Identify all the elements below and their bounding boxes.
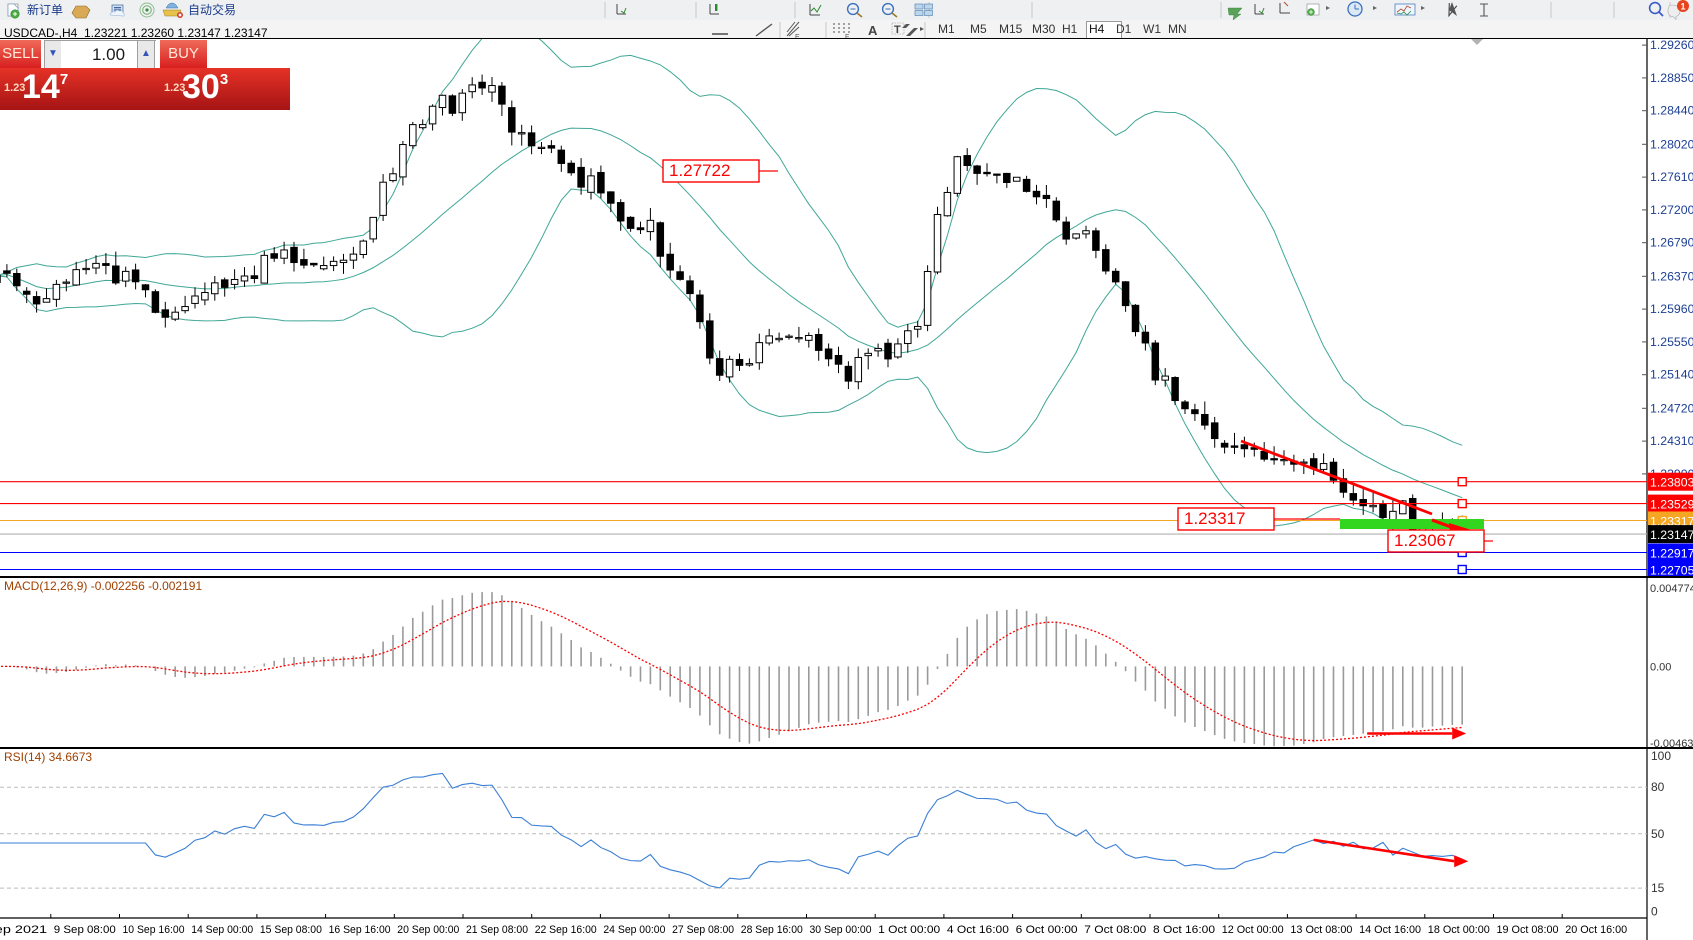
svg-text:22 Sep 16:00: 22 Sep 16:00 — [535, 924, 597, 936]
svg-text:1.27722: 1.27722 — [669, 161, 730, 180]
svg-text:8 Oct 16:00: 8 Oct 16:00 — [1153, 924, 1215, 936]
svg-text:1.23067: 1.23067 — [1394, 531, 1455, 550]
svg-text:18 Oct 00:00: 18 Oct 00:00 — [1428, 924, 1490, 936]
svg-text:1.28020: 1.28020 — [1650, 137, 1693, 151]
svg-text:1 Oct 00:00: 1 Oct 00:00 — [878, 924, 940, 936]
svg-text:RSI(14) 34.6673: RSI(14) 34.6673 — [4, 750, 92, 764]
svg-text:14 Sep 00:00: 14 Sep 00:00 — [191, 924, 253, 936]
svg-text:6 Oct 00:00: 6 Oct 00:00 — [1016, 924, 1078, 936]
svg-text:1.27610: 1.27610 — [1650, 170, 1693, 184]
svg-text:1.25960: 1.25960 — [1650, 302, 1693, 316]
svg-text:1.23317: 1.23317 — [1184, 509, 1245, 528]
svg-text:自动交易: 自动交易 — [188, 2, 236, 17]
svg-text:-0.004637: -0.004637 — [1650, 738, 1693, 747]
svg-text:1: 1 — [1681, 2, 1686, 12]
svg-text:27 Sep 08:00: 27 Sep 08:00 — [672, 924, 734, 936]
svg-text:1.26370: 1.26370 — [1650, 269, 1693, 283]
svg-text:1.23529: 1.23529 — [1650, 498, 1693, 512]
svg-text:Sep 2021: Sep 2021 — [0, 924, 47, 936]
svg-text:13 Oct 08:00: 13 Oct 08:00 — [1290, 924, 1352, 936]
svg-text:1.23803: 1.23803 — [1650, 476, 1693, 490]
svg-text:50: 50 — [1651, 827, 1665, 841]
svg-text:1.24720: 1.24720 — [1650, 401, 1693, 415]
svg-text:15: 15 — [1651, 881, 1665, 895]
svg-text:7 Oct 08:00: 7 Oct 08:00 — [1084, 924, 1146, 936]
svg-text:28 Sep 16:00: 28 Sep 16:00 — [741, 924, 803, 936]
svg-text:24 Sep 00:00: 24 Sep 00:00 — [603, 924, 665, 936]
svg-text:15 Sep 08:00: 15 Sep 08:00 — [260, 924, 322, 936]
svg-text:1.25550: 1.25550 — [1650, 335, 1693, 349]
svg-text:20 Sep 00:00: 20 Sep 00:00 — [397, 924, 459, 936]
svg-text:4 Oct 16:00: 4 Oct 16:00 — [947, 924, 1009, 936]
svg-text:12 Oct 00:00: 12 Oct 00:00 — [1222, 924, 1284, 936]
svg-text:1.27200: 1.27200 — [1650, 203, 1693, 217]
svg-text:10 Sep 16:00: 10 Sep 16:00 — [123, 924, 185, 936]
svg-text:新订单: 新订单 — [27, 2, 63, 17]
svg-text:0: 0 — [1651, 904, 1658, 918]
svg-text:0.004774: 0.004774 — [1650, 583, 1693, 595]
svg-text:0.00: 0.00 — [1650, 661, 1671, 673]
svg-text:1.22917: 1.22917 — [1650, 547, 1693, 561]
svg-text:T: T — [894, 24, 901, 36]
svg-text:MACD(12,26,9) -0.002256 -0.002: MACD(12,26,9) -0.002256 -0.002191 — [4, 579, 202, 593]
svg-text:14 Oct 16:00: 14 Oct 16:00 — [1359, 924, 1421, 936]
svg-text:1.23147: 1.23147 — [1650, 528, 1693, 542]
svg-text:20 Oct 16:00: 20 Oct 16:00 — [1565, 924, 1627, 936]
svg-text:1.25140: 1.25140 — [1650, 368, 1693, 382]
svg-text:9 Sep 08:00: 9 Sep 08:00 — [54, 924, 116, 936]
svg-text:21 Sep 08:00: 21 Sep 08:00 — [466, 924, 528, 936]
svg-text:1.26790: 1.26790 — [1650, 236, 1693, 250]
svg-text:100: 100 — [1651, 749, 1671, 763]
svg-text:A: A — [868, 23, 878, 38]
svg-text:80: 80 — [1651, 780, 1665, 794]
svg-text:19 Oct 08:00: 19 Oct 08:00 — [1497, 924, 1559, 936]
svg-text:1.22705: 1.22705 — [1650, 564, 1693, 578]
svg-text:1.24310: 1.24310 — [1650, 434, 1693, 448]
svg-text:30 Sep 00:00: 30 Sep 00:00 — [810, 924, 872, 936]
svg-text:16 Sep 16:00: 16 Sep 16:00 — [329, 924, 391, 936]
